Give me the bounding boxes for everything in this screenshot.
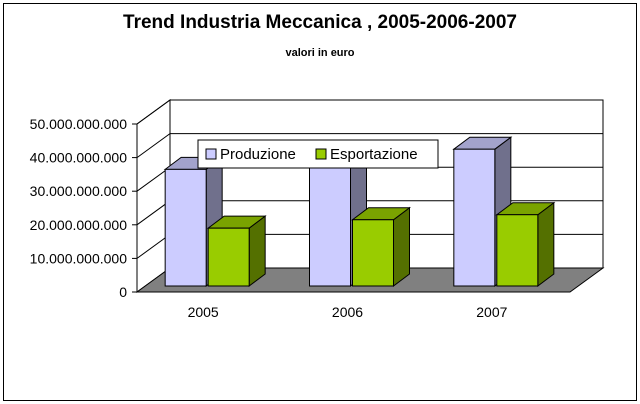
bar-esportazione-2006 <box>351 206 411 287</box>
y-axis-ticks: 0 10.000.000.000 20.000.000.000 30.000.000.… <box>30 116 138 300</box>
legend: Produzione Esportazione <box>197 139 439 169</box>
legend-swatch <box>315 148 327 160</box>
bar-front <box>207 227 250 287</box>
bar-front <box>496 214 539 287</box>
y-tick-label: 40.000.000.000 <box>30 150 128 166</box>
y-tick-label: 10.000.000.000 <box>30 250 128 266</box>
bar-side <box>393 206 410 287</box>
y-tick-label: 30.000.000.000 <box>30 183 128 199</box>
y-tick-label: 20.000.000.000 <box>30 217 128 233</box>
x-axis-labels: 2005 2006 2007 <box>188 304 508 320</box>
bar-side <box>537 201 555 287</box>
bar-front <box>309 163 351 287</box>
legend-label: Produzione <box>220 146 296 163</box>
bar-produzione-2007 <box>452 136 513 287</box>
x-tick-label: 2006 <box>332 304 363 320</box>
bar-esportazione-2005 <box>206 215 267 288</box>
chart-title: Trend Industria Meccanica , 2005-2006-20… <box>123 12 517 33</box>
bar-esportazione-2007 <box>495 201 556 287</box>
bar-front <box>164 168 207 287</box>
y-tick-label: 0 <box>119 284 127 300</box>
bar-front <box>453 148 496 287</box>
bars <box>163 136 556 288</box>
gridline <box>136 133 603 159</box>
chart-subtitle: valori in euro <box>285 47 355 59</box>
legend-label: Esportazione <box>330 146 418 163</box>
x-tick-label: 2005 <box>188 304 219 320</box>
bar-front <box>352 219 394 287</box>
x-tick-label: 2007 <box>476 304 507 320</box>
y-tick-label: 50.000.000.000 <box>30 116 128 132</box>
gridline <box>136 99 603 125</box>
legend-swatch <box>205 148 217 160</box>
